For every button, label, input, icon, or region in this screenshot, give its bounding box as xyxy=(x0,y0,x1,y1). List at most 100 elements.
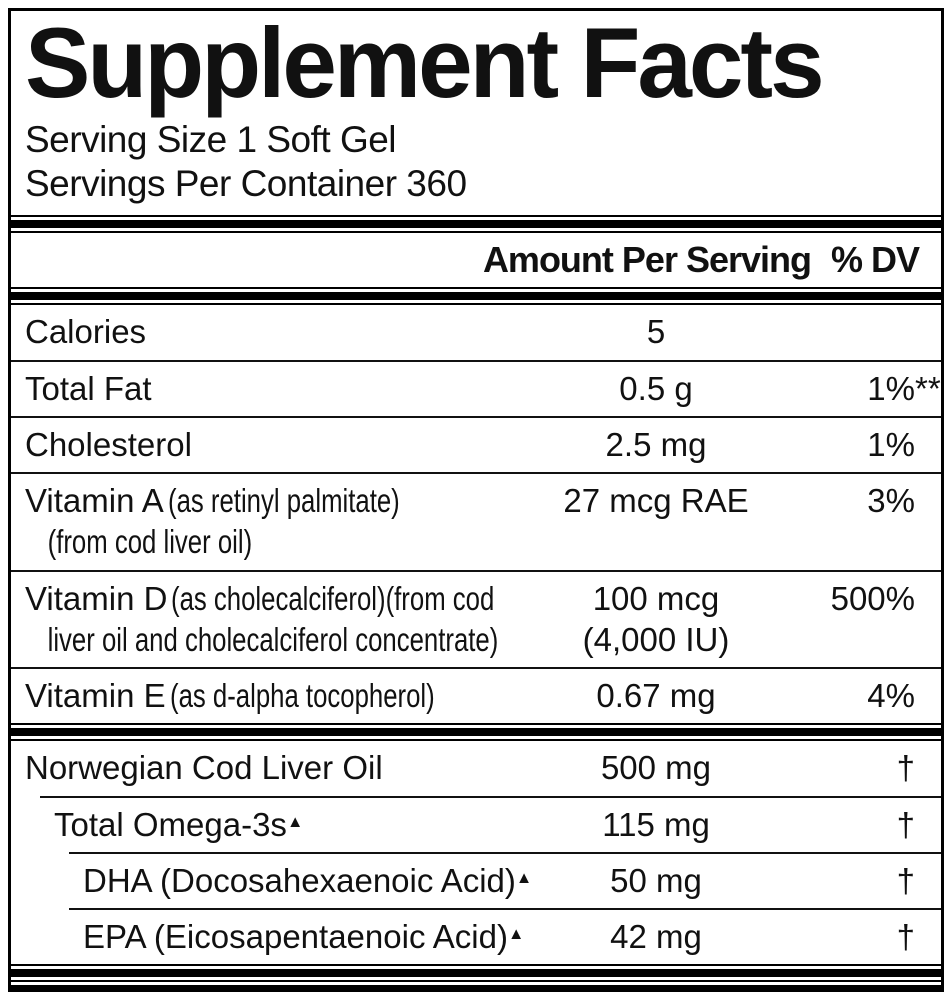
row-divider xyxy=(69,908,941,911)
row-divider xyxy=(69,851,941,854)
row-divider xyxy=(11,667,941,670)
nutrient-label: Vitamin D xyxy=(25,579,168,617)
table-row: Vitamin A (as retinyl palmitate) (from co… xyxy=(11,474,941,570)
row-divider xyxy=(40,795,941,798)
amount-value: 0.5 g xyxy=(619,369,693,407)
dv-value: † xyxy=(896,805,915,843)
nutrient-name-cell: Total Fat xyxy=(25,368,501,409)
nutrient-name-cell: Vitamin A (as retinyl palmitate) (from co… xyxy=(25,480,501,563)
heavy-divider-above-footnotes xyxy=(11,964,941,983)
dv-cell: † xyxy=(811,804,941,845)
amount-cell: 0.5 g xyxy=(501,368,811,409)
nutrient-label: Vitamin E xyxy=(25,677,166,715)
nutrient-name-cell: DHA (Docosahexaenoic Acid)▲ xyxy=(83,860,532,901)
amount-cell: 50 mg xyxy=(501,860,811,901)
dv-value: 1% xyxy=(867,425,915,463)
dv-suffix: ** xyxy=(915,369,941,407)
nutrient-name-line2: (from cod liver oil) xyxy=(47,523,253,561)
amount-cell: 2.5 mg xyxy=(501,424,811,465)
dv-cell: 1% ** xyxy=(811,368,941,409)
amount-value: 42 mg xyxy=(610,918,702,956)
triangle-marker-icon: ▲ xyxy=(507,924,525,943)
heavy-divider-top xyxy=(11,215,941,234)
table-row: Vitamin D (as cholecalciferol)(from cod l… xyxy=(11,572,941,668)
dv-cell: 1% xyxy=(811,424,941,465)
heavy-divider-section xyxy=(11,723,941,742)
nutrient-name-cell: Calories xyxy=(25,311,501,352)
amount-value: 27 mcg RAE xyxy=(563,482,749,520)
amount-value: 0.67 mg xyxy=(596,677,716,715)
nutrient-name-cell: Vitamin E (as d-alpha tocopherol) xyxy=(25,675,501,716)
nutrient-label: Cholesterol xyxy=(25,425,192,463)
amount-cell: 5 xyxy=(501,311,811,352)
dv-value: 4% xyxy=(867,677,915,715)
nutrient-name-line1: Vitamin A (as retinyl palmitate) xyxy=(25,480,501,521)
table-section: Calories 5 Total Fat 0.5 g 1% ** Choleste… xyxy=(11,305,941,723)
amount-value: 500 mg xyxy=(600,749,712,787)
nutrient-label: Total Omega-3s xyxy=(54,805,287,843)
row-divider xyxy=(11,472,941,475)
nutrient-name-line1: EPA (Eicosapentaenoic Acid)▲ xyxy=(83,916,524,957)
amount-cell: 27 mcg RAE xyxy=(501,480,811,521)
dv-cell: † xyxy=(811,747,941,788)
amount-value: 50 mg xyxy=(610,861,702,899)
dv-cell: 500% xyxy=(811,578,941,619)
nutrient-label: DHA (Docosahexaenoic Acid) xyxy=(83,861,516,899)
supplement-facts-label: Supplement Facts Serving Size 1 Soft Gel… xyxy=(8,8,944,992)
table-row: Vitamin E (as d-alpha tocopherol) 0.67 mg… xyxy=(11,669,941,723)
amount-cell: 42 mg xyxy=(501,916,811,957)
percent-dv-header: % DV xyxy=(830,239,920,281)
amount-value: 2.5 mg xyxy=(605,425,707,463)
table-row: DHA (Docosahexaenoic Acid)▲ 50 mg † xyxy=(11,854,941,908)
nutrient-name-line1: Cholesterol xyxy=(25,424,501,465)
servings-per-container-line: Servings Per Container 360 xyxy=(25,162,467,204)
nutrient-label: EPA (Eicosapentaenoic Acid) xyxy=(83,918,508,956)
table-sections: Calories 5 Total Fat 0.5 g 1% ** Choleste… xyxy=(11,305,941,964)
amount-value: 5 xyxy=(646,313,666,351)
nutrient-name-cell: Cholesterol xyxy=(25,424,501,465)
nutrient-name-cell: Total Omega-3s▲ xyxy=(54,804,501,845)
page-title: Supplement Facts xyxy=(25,8,825,118)
nutrient-name-line1: Vitamin E (as d-alpha tocopherol) xyxy=(25,675,501,716)
nutrient-label: Vitamin A xyxy=(25,482,164,520)
dv-cell: 3% xyxy=(811,480,941,521)
row-divider xyxy=(11,569,941,572)
row-divider xyxy=(11,415,941,418)
nutrient-name-cell: EPA (Eicosapentaenoic Acid)▲ xyxy=(83,916,524,957)
table-row: Cholesterol 2.5 mg 1% xyxy=(11,418,941,472)
row-divider xyxy=(11,359,941,362)
dv-cell: 4% xyxy=(811,675,941,716)
footnotes: ** Percent Daily Values are based on a 2… xyxy=(11,982,941,985)
triangle-marker-icon: ▲ xyxy=(515,868,533,887)
table-section: Norwegian Cod Liver Oil 500 mg † Total O… xyxy=(11,741,941,964)
nutrient-name-line2: liver oil and cholecalciferol concentrat… xyxy=(47,620,499,658)
dv-value: 500% xyxy=(830,579,915,617)
nutrient-name-line1: Norwegian Cod Liver Oil xyxy=(25,747,501,788)
nutrient-name-cell: Norwegian Cod Liver Oil xyxy=(25,747,501,788)
dv-value: 1% xyxy=(867,369,915,407)
table-row: Calories 5 xyxy=(11,305,941,359)
serving-size-line: Serving Size 1 Soft Gel xyxy=(25,118,397,160)
amount-cell: 115 mg xyxy=(501,804,811,845)
nutrient-label: Total Fat xyxy=(25,369,152,407)
nutrient-label: Calories xyxy=(25,313,147,351)
amount-value: 115 mg xyxy=(602,805,710,843)
amount-cell: 100 mcg (4,000 IU) xyxy=(501,578,811,661)
nutrient-note: (as d-alpha tocopherol) xyxy=(169,677,435,715)
amount-per-serving-header: Amount Per Serving xyxy=(482,239,812,281)
dv-value: † xyxy=(896,861,915,899)
nutrient-name-line1: Total Fat xyxy=(25,368,501,409)
triangle-marker-icon: ▲ xyxy=(286,812,304,831)
dv-cell: † xyxy=(811,916,941,957)
table-row: Total Fat 0.5 g 1% ** xyxy=(11,362,941,416)
table-row: EPA (Eicosapentaenoic Acid)▲ 42 mg † xyxy=(11,910,941,964)
amount-value: 100 mcg xyxy=(592,579,720,617)
nutrient-note: (as cholecalciferol)(from cod xyxy=(171,579,495,617)
nutrient-name-line1: DHA (Docosahexaenoic Acid)▲ xyxy=(83,860,532,901)
dv-value: 3% xyxy=(867,482,915,520)
dv-value: † xyxy=(896,749,915,787)
dv-cell: † xyxy=(811,860,941,901)
nutrient-note: (as retinyl palmitate) xyxy=(167,482,400,520)
nutrient-name-line1: Total Omega-3s▲ xyxy=(54,804,501,845)
table-row: Norwegian Cod Liver Oil 500 mg † xyxy=(11,741,941,795)
